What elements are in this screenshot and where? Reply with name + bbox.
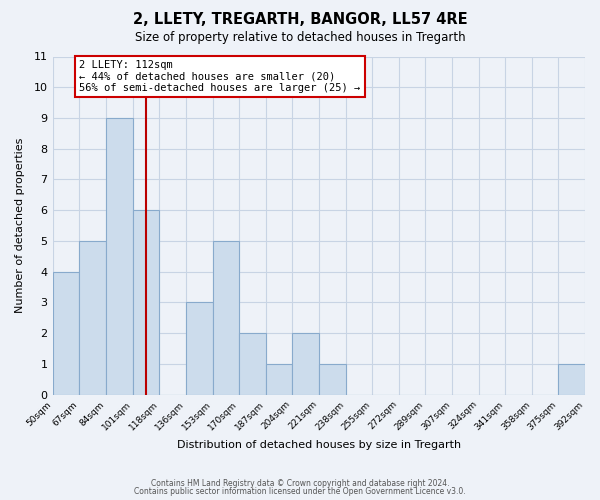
Bar xyxy=(266,364,292,394)
Text: Contains HM Land Registry data © Crown copyright and database right 2024.: Contains HM Land Registry data © Crown c… xyxy=(151,478,449,488)
Bar xyxy=(292,333,319,394)
Bar xyxy=(133,210,160,394)
X-axis label: Distribution of detached houses by size in Tregarth: Distribution of detached houses by size … xyxy=(177,440,461,450)
Bar xyxy=(186,302,212,394)
Bar xyxy=(106,118,133,394)
Bar xyxy=(239,333,266,394)
Bar xyxy=(53,272,79,394)
Text: Size of property relative to detached houses in Tregarth: Size of property relative to detached ho… xyxy=(134,31,466,44)
Text: Contains public sector information licensed under the Open Government Licence v3: Contains public sector information licen… xyxy=(134,487,466,496)
Bar xyxy=(79,241,106,394)
Bar xyxy=(212,241,239,394)
Bar xyxy=(319,364,346,394)
Text: 2 LLETY: 112sqm
← 44% of detached houses are smaller (20)
56% of semi-detached h: 2 LLETY: 112sqm ← 44% of detached houses… xyxy=(79,60,361,93)
Text: 2, LLETY, TREGARTH, BANGOR, LL57 4RE: 2, LLETY, TREGARTH, BANGOR, LL57 4RE xyxy=(133,12,467,28)
Bar xyxy=(559,364,585,394)
Y-axis label: Number of detached properties: Number of detached properties xyxy=(15,138,25,314)
